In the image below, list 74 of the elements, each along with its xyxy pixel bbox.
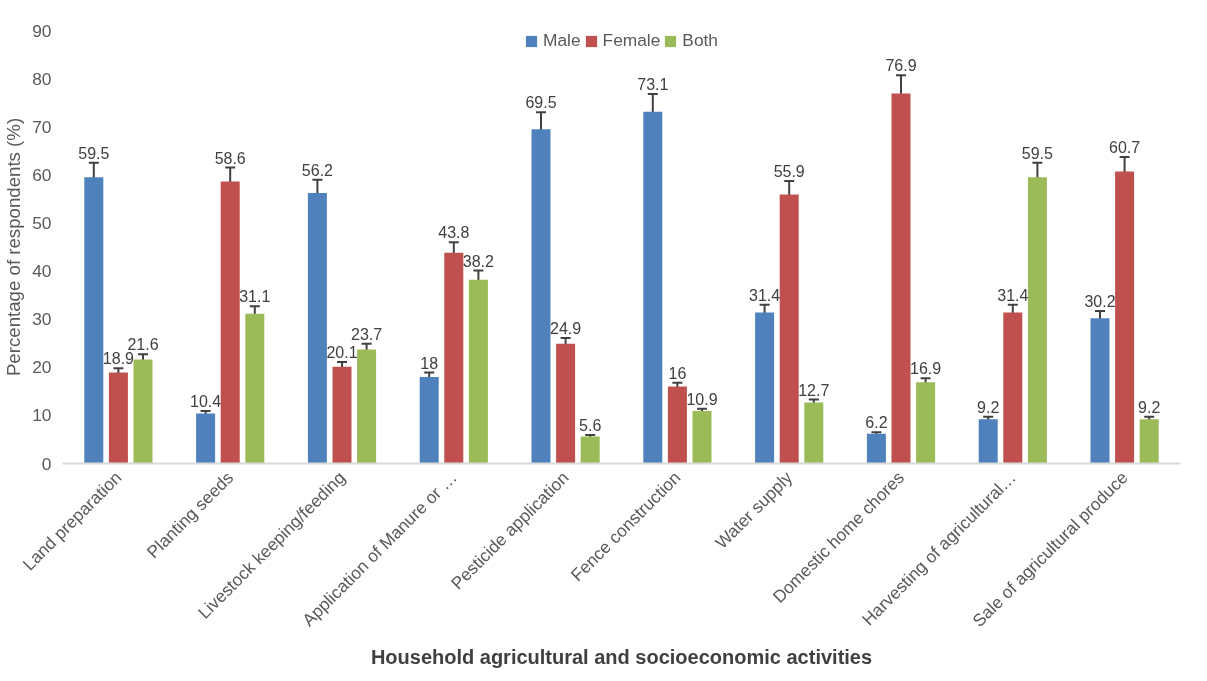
data-label: 10.9	[686, 390, 718, 408]
data-label: 23.7	[351, 325, 383, 343]
y-tick-label: 60	[32, 164, 52, 185]
data-label: 31.4	[997, 286, 1029, 304]
data-label: 56.2	[301, 161, 334, 179]
y-tick-label: 80	[32, 68, 52, 89]
bar	[1090, 318, 1110, 464]
data-label: 38.2	[462, 252, 495, 270]
y-tick-label: 40	[32, 261, 52, 282]
bar	[692, 411, 712, 464]
data-label: 24.9	[550, 319, 582, 337]
data-label: 18	[420, 354, 439, 372]
bar	[133, 359, 153, 464]
bar	[1027, 177, 1047, 464]
bar	[667, 386, 687, 464]
y-tick-label: 20	[32, 357, 52, 378]
y-tick-label: 30	[32, 309, 52, 330]
bar	[643, 111, 663, 464]
data-label: 55.9	[773, 163, 805, 181]
data-label: 5.6	[579, 417, 602, 435]
bar	[220, 181, 240, 464]
bar	[804, 402, 824, 464]
bar	[866, 433, 886, 464]
bar	[891, 93, 911, 464]
legend-label: Both	[682, 30, 718, 51]
bar	[332, 366, 352, 464]
bar	[444, 252, 464, 464]
bar	[556, 343, 576, 464]
data-label: 30.2	[1084, 292, 1116, 310]
bar	[755, 312, 775, 464]
data-label: 73.1	[637, 76, 669, 94]
bar	[108, 372, 128, 464]
bar	[531, 129, 551, 464]
bar	[307, 193, 327, 464]
bar	[196, 413, 216, 464]
data-label: 59.5	[1021, 144, 1054, 162]
bar	[1003, 312, 1023, 464]
bar	[419, 376, 439, 464]
legend-label: Male	[543, 30, 581, 51]
bar	[357, 349, 377, 464]
data-label: 9.2	[977, 398, 1000, 416]
y-tick-label: 70	[32, 116, 52, 137]
data-label: 10.4	[190, 393, 222, 411]
data-label: 69.5	[525, 94, 557, 112]
bar	[245, 313, 265, 464]
y-tick-label: 10	[32, 405, 52, 426]
y-tick-label: 90	[32, 20, 52, 41]
bar	[1139, 419, 1159, 464]
bar	[916, 382, 936, 464]
bar	[468, 279, 488, 464]
bar	[580, 436, 600, 464]
data-label: 18.9	[102, 350, 135, 368]
data-label: 12.7	[798, 381, 830, 399]
y-tick-label: 0	[41, 453, 52, 474]
bar	[1115, 171, 1135, 464]
legend-label: Female	[602, 30, 661, 51]
data-label: 16.9	[910, 360, 942, 378]
data-label: 43.8	[438, 224, 470, 242]
bar	[779, 194, 799, 464]
data-label: 6.2	[865, 414, 888, 432]
y-tick-label: 50	[32, 212, 52, 233]
data-label: 59.5	[78, 144, 110, 162]
data-label: 31.4	[749, 286, 781, 304]
data-label: 60.7	[1109, 139, 1141, 157]
data-label: 76.9	[885, 57, 917, 75]
bar	[978, 419, 998, 464]
data-label: 9.2	[1138, 398, 1161, 416]
data-label: 20.1	[326, 343, 358, 361]
data-label: 58.6	[214, 149, 246, 167]
x-axis-title: Household agricultural and socioeconomic activities	[370, 645, 873, 668]
data-label: 31.1	[239, 288, 271, 306]
y-axis-title: Percentage of respondents (%)	[3, 117, 25, 377]
data-label: 16	[668, 364, 687, 382]
bar	[84, 177, 104, 464]
